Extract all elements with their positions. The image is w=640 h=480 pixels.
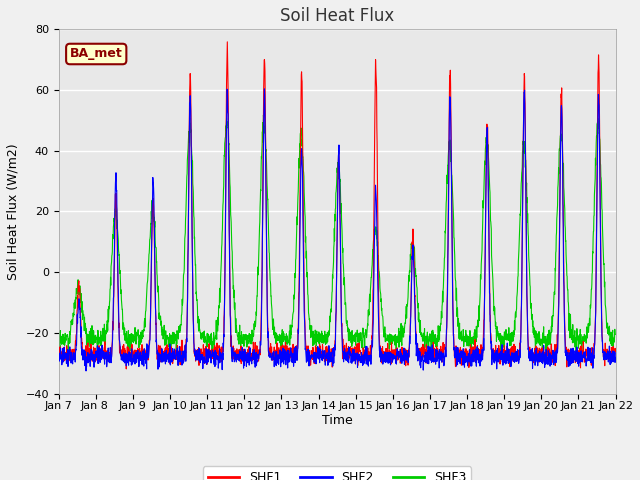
SHF1 [211,345,218,351]
SHF2 [82,368,90,374]
SHF2 [55,353,63,359]
SHF1 [578,348,586,353]
Line: SHF3: SHF3 [59,115,615,355]
SHF2 [211,361,218,367]
SHF2 [260,86,268,92]
SHF3 [572,352,580,358]
SHF1 [223,39,231,45]
SHF1 [563,348,570,353]
Line: SHF2: SHF2 [59,89,615,371]
SHF1 [55,349,63,355]
SHF2 [611,350,619,356]
SHF3 [499,337,507,343]
Legend: SHF1, SHF2, SHF3: SHF1, SHF2, SHF3 [203,467,471,480]
SHF2 [578,357,586,362]
SHF1 [366,354,374,360]
SHF2 [563,348,570,353]
Y-axis label: Soil Heat Flux (W/m2): Soil Heat Flux (W/m2) [7,143,20,280]
SHF2 [499,355,507,361]
SHF3 [353,327,361,333]
SHF3 [210,338,218,344]
SHF3 [611,331,619,337]
SHF1 [499,356,507,361]
SHF1 [122,366,130,372]
SHF2 [354,364,362,370]
X-axis label: Time: Time [322,414,353,427]
Line: SHF1: SHF1 [59,42,615,369]
SHF1 [611,348,619,354]
SHF3 [55,339,63,345]
SHF3 [260,112,268,118]
SHF1 [354,353,362,359]
SHF3 [365,297,373,303]
SHF3 [563,258,570,264]
SHF2 [366,357,374,362]
Title: Soil Heat Flux: Soil Heat Flux [280,7,394,25]
Text: BA_met: BA_met [70,48,123,60]
SHF3 [578,337,586,343]
